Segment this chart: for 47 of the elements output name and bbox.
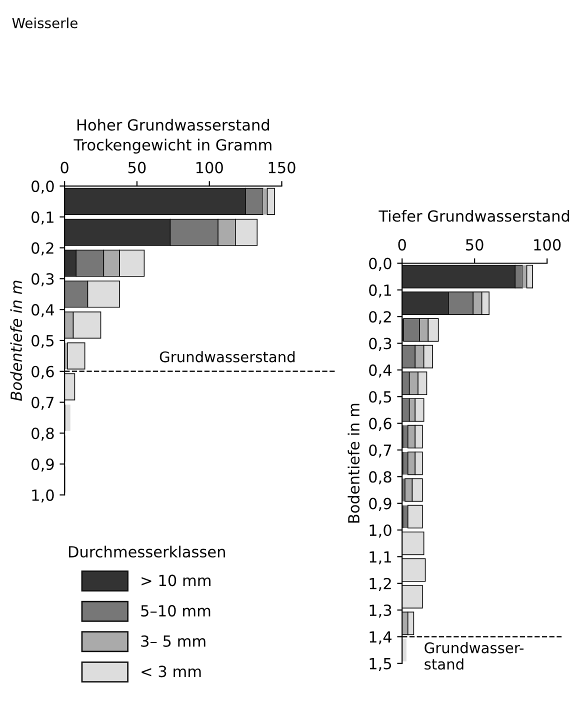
text: Weisserle — [12, 18, 78, 28]
y-tick-label: 1,1 — [370, 551, 391, 564]
y-tick-label: 0,2 — [32, 242, 54, 256]
y-tick-label: 0,7 — [32, 396, 54, 410]
y-tick-label: 0,7 — [369, 444, 392, 458]
legend-label: < 3 mm — [142, 666, 201, 678]
y-tick-label: 0,0 — [369, 258, 392, 271]
y-tick-label: 0,4 — [32, 304, 54, 318]
y-tick-label: 1,2 — [370, 578, 391, 591]
legend-label: > 10 mm — [142, 574, 210, 586]
x-tick-label: 50 — [128, 162, 146, 174]
y-tick-label: 1,3 — [370, 604, 392, 618]
y-tick-label: 1,0 — [370, 524, 392, 538]
x-tick-label: 0 — [60, 162, 68, 174]
y-tick-label: 0,0 — [32, 180, 54, 194]
y-tick-label: 0,9 — [369, 498, 392, 511]
y-tick-label: 0,3 — [32, 273, 54, 286]
ref-line-label: Grundwasserstand — [160, 351, 295, 362]
legend-title: Durchmesserklassen — [68, 546, 225, 558]
ref-line-label: Grundwasser- stand — [424, 642, 524, 670]
y-tick-label: 0,6 — [369, 418, 392, 431]
legend-label: 5–10 mm — [141, 605, 210, 617]
y-tick-label: 0,3 — [369, 338, 392, 351]
y-tick-label: 1,5 — [370, 658, 392, 671]
legend-label: 3– 5 mm — [141, 635, 206, 647]
x-tick-label: 150 — [268, 162, 296, 174]
y-tick-label: 0,5 — [369, 391, 392, 404]
y-tick-label: 0,9 — [32, 458, 54, 472]
y-tick-label: 0,8 — [32, 428, 54, 441]
x-tick-label: 100 — [196, 162, 223, 174]
y-tick-label: 0,2 — [369, 311, 391, 324]
chart-title: Hoher Grundwasserstand — [77, 118, 269, 131]
y-tick-label: 0,4 — [369, 364, 392, 378]
y-tick-label: 0,1 — [369, 284, 391, 298]
y-axis-title: Bodentiefe in m — [348, 404, 360, 523]
y-tick-label: 1,0 — [32, 489, 54, 502]
x-tick-label: 50 — [466, 239, 484, 251]
chart-title: Tiefer Grundwasserstand — [378, 210, 570, 222]
y-tick-label: 0,8 — [369, 471, 392, 484]
y-tick-label: 0,5 — [32, 334, 54, 348]
y-tick-label: 0,6 — [32, 366, 54, 379]
x-axis-title: Trockengewicht in Gramm — [74, 138, 272, 154]
y-axis-title: Bodentiefe in m — [10, 280, 22, 401]
y-tick-label: 0,1 — [32, 211, 54, 224]
y-tick-label: 1,4 — [370, 631, 392, 644]
x-tick-label: 100 — [534, 239, 561, 251]
x-tick-label: 0 — [398, 239, 406, 251]
